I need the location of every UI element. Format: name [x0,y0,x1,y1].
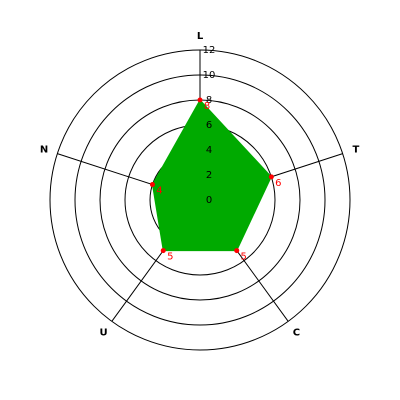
r-tick-label: 2 [206,170,212,181]
value-label: 5 [241,252,247,263]
value-label: 5 [167,252,173,263]
category-label: N [40,144,48,155]
value-label: 6 [275,178,281,189]
value-label: 4 [156,186,162,197]
data-point [149,182,155,188]
category-label: C [293,328,300,339]
data-point [197,97,203,103]
r-tick-label: 8 [206,95,212,106]
r-tick-label: 10 [203,70,216,81]
category-label: U [100,328,108,339]
data-point [268,174,274,180]
data-point [160,248,166,254]
r-tick-label: 6 [206,120,212,131]
r-tick-label: 12 [203,45,216,56]
data-point [234,248,240,254]
radar-area [151,99,272,252]
category-label: L [197,31,204,42]
category-label: T [353,144,360,155]
r-tick-label: 0 [206,195,212,206]
r-tick-label: 4 [206,145,212,156]
value-label: 8 [204,101,210,112]
